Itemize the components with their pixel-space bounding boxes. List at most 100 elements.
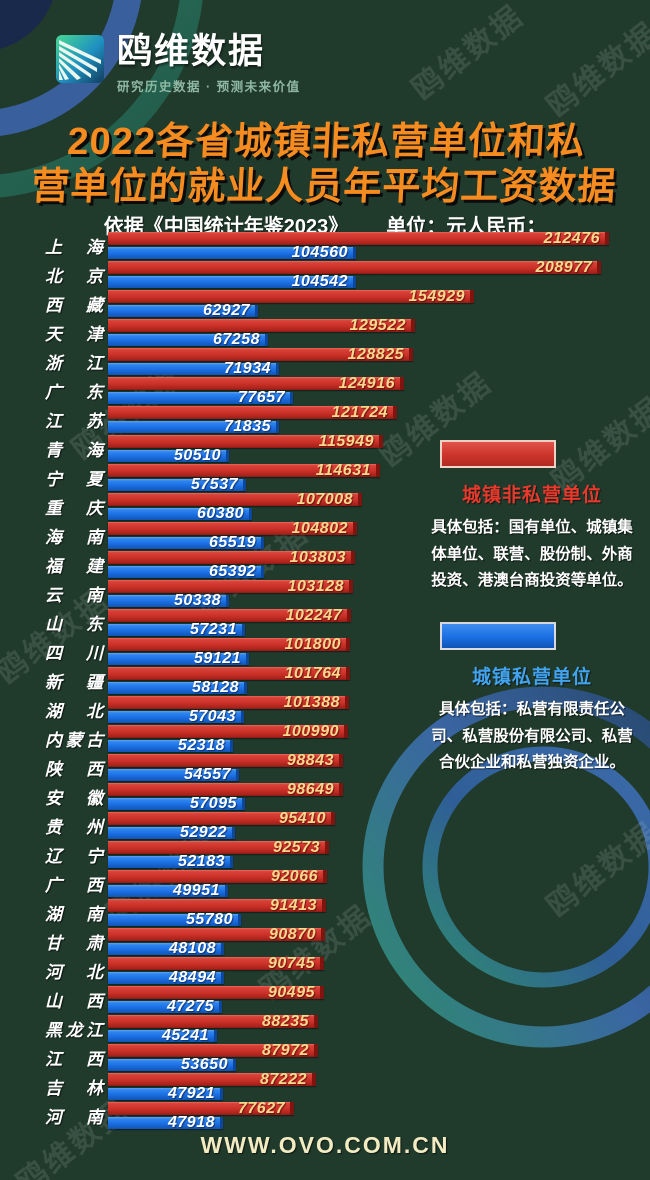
non-private-value: 102247 [285, 606, 342, 624]
private-value: 54557 [184, 766, 231, 783]
private-value: 65519 [209, 534, 256, 551]
chart-row: 河北 90745 48494 [45, 954, 608, 986]
website-url: WWW.OVO.COM.CN [200, 1132, 450, 1158]
private-bar: 57043 [108, 708, 244, 725]
chart-row: 安徽 98649 57095 [45, 781, 608, 812]
non-private-bar: 103128 [108, 578, 353, 595]
chart-row: 宁夏 114631 57537 [45, 462, 608, 493]
private-value: 71835 [224, 418, 271, 435]
private-value: 50338 [174, 592, 221, 609]
province-label: 海南 [45, 528, 103, 547]
title-line-2: 营单位的就业人员年平均工资数据 [30, 165, 618, 208]
non-private-value: 88235 [262, 1012, 309, 1030]
private-value: 52922 [180, 824, 227, 841]
private-bar: 54557 [108, 766, 239, 783]
non-private-bar: 101800 [108, 636, 350, 653]
private-bar: 65519 [108, 534, 264, 551]
province-label: 山西 [45, 992, 103, 1011]
non-private-bar: 87972 [108, 1041, 318, 1059]
chart-row: 重庆 107008 60380 [45, 491, 608, 522]
province-label: 河南 [45, 1108, 103, 1127]
brand-logo: 鸥维数据 研究历史数据 · 预测未来价值 [55, 33, 301, 95]
watermark-text: 鸥维数据 [540, 16, 650, 124]
non-private-bar: 88235 [108, 1012, 318, 1030]
chart-row: 海南 104802 65519 [45, 520, 608, 551]
private-bar: 50510 [108, 447, 229, 464]
private-bar: 52922 [108, 824, 235, 841]
chart-row: 广东 124916 77657 [45, 375, 608, 406]
private-bar: 57231 [108, 621, 245, 638]
non-private-bar: 95410 [108, 809, 335, 827]
private-value: 65392 [209, 563, 256, 580]
private-bar: 57537 [108, 476, 246, 493]
non-private-value: 129522 [349, 316, 406, 334]
chart-row: 上海 212476 104560 [45, 230, 609, 261]
province-label: 内蒙古 [45, 731, 103, 750]
non-private-bar: 154929 [108, 287, 474, 305]
chart-row: 福建 103803 65392 [45, 549, 608, 580]
province-label: 湖北 [45, 702, 103, 721]
chart-row: 江苏 121724 71835 [45, 404, 608, 435]
private-value: 60380 [197, 505, 244, 522]
non-private-bar: 124916 [108, 375, 404, 392]
chart-row: 黑龙江 88235 45241 [45, 1012, 608, 1044]
non-private-value: 90870 [269, 925, 316, 943]
private-bar: 55780 [108, 911, 241, 928]
private-value: 48108 [169, 940, 216, 957]
province-label: 甘肃 [45, 934, 103, 953]
private-value: 49951 [173, 882, 220, 899]
non-private-value: 87972 [262, 1041, 309, 1059]
private-value: 58128 [192, 679, 239, 696]
non-private-bar: 87222 [108, 1071, 316, 1088]
private-bar: 52318 [108, 737, 233, 754]
chart-row: 陕西 98843 54557 [45, 752, 608, 783]
private-bar: 77657 [108, 389, 293, 406]
chart-row: 浙江 128825 71934 [45, 346, 608, 377]
private-bar: 57095 [108, 795, 245, 812]
province-label: 陕西 [45, 760, 103, 779]
private-bar: 53650 [108, 1056, 236, 1073]
province-label: 四川 [45, 644, 103, 663]
private-bar: 60380 [108, 505, 252, 522]
province-label: 山东 [45, 615, 103, 634]
private-bar: 50338 [108, 592, 229, 609]
province-label: 北京 [45, 267, 103, 286]
non-private-value: 101764 [284, 664, 341, 682]
legend-non-private-description: 具体包括：国有单位、城镇集体单位、联营、股份制、外商投资、港澳台商投资等单位。 [431, 519, 633, 589]
non-private-value: 91413 [270, 896, 317, 914]
non-private-bar: 102247 [108, 606, 351, 624]
non-private-bar: 129522 [108, 316, 415, 334]
province-label: 贵州 [45, 818, 103, 837]
province-label: 安徽 [45, 789, 103, 808]
private-bar: 58128 [108, 679, 247, 696]
non-private-bar: 100990 [108, 723, 348, 740]
non-private-bar: 90495 [108, 984, 324, 1001]
non-private-bar: 92573 [108, 839, 329, 856]
non-private-bar: 90870 [108, 925, 325, 943]
non-private-bar: 91413 [108, 896, 326, 914]
province-label: 吉林 [45, 1079, 103, 1098]
chart-row: 江西 87972 53650 [45, 1041, 608, 1073]
private-value: 67258 [213, 331, 260, 348]
province-label: 新疆 [45, 673, 103, 692]
non-private-value: 154929 [408, 287, 465, 305]
non-private-value: 208977 [535, 258, 592, 276]
province-label: 云南 [45, 586, 103, 605]
chart-row: 河南 77627 47918 [45, 1100, 608, 1131]
non-private-bar: 98649 [108, 781, 343, 798]
non-private-bar: 101764 [108, 664, 350, 682]
province-label: 河北 [45, 963, 103, 982]
non-private-bar: 114631 [108, 462, 380, 479]
non-private-value: 95410 [279, 809, 326, 827]
non-private-value: 101388 [283, 693, 340, 711]
chart-row: 天津 129522 67258 [45, 316, 608, 348]
province-label: 西藏 [45, 296, 103, 315]
chart-row: 内蒙古 100990 52318 [45, 723, 608, 754]
private-value: 52183 [178, 853, 225, 870]
private-value: 57095 [190, 795, 237, 812]
chart-row: 甘肃 90870 48108 [45, 925, 608, 957]
private-value: 71934 [224, 360, 271, 377]
legend-non-private: 城镇非私营单位 具体包括：国有单位、城镇集体单位、联营、股份制、外商投资、港澳台… [424, 440, 640, 595]
non-private-value: 90745 [268, 954, 315, 972]
